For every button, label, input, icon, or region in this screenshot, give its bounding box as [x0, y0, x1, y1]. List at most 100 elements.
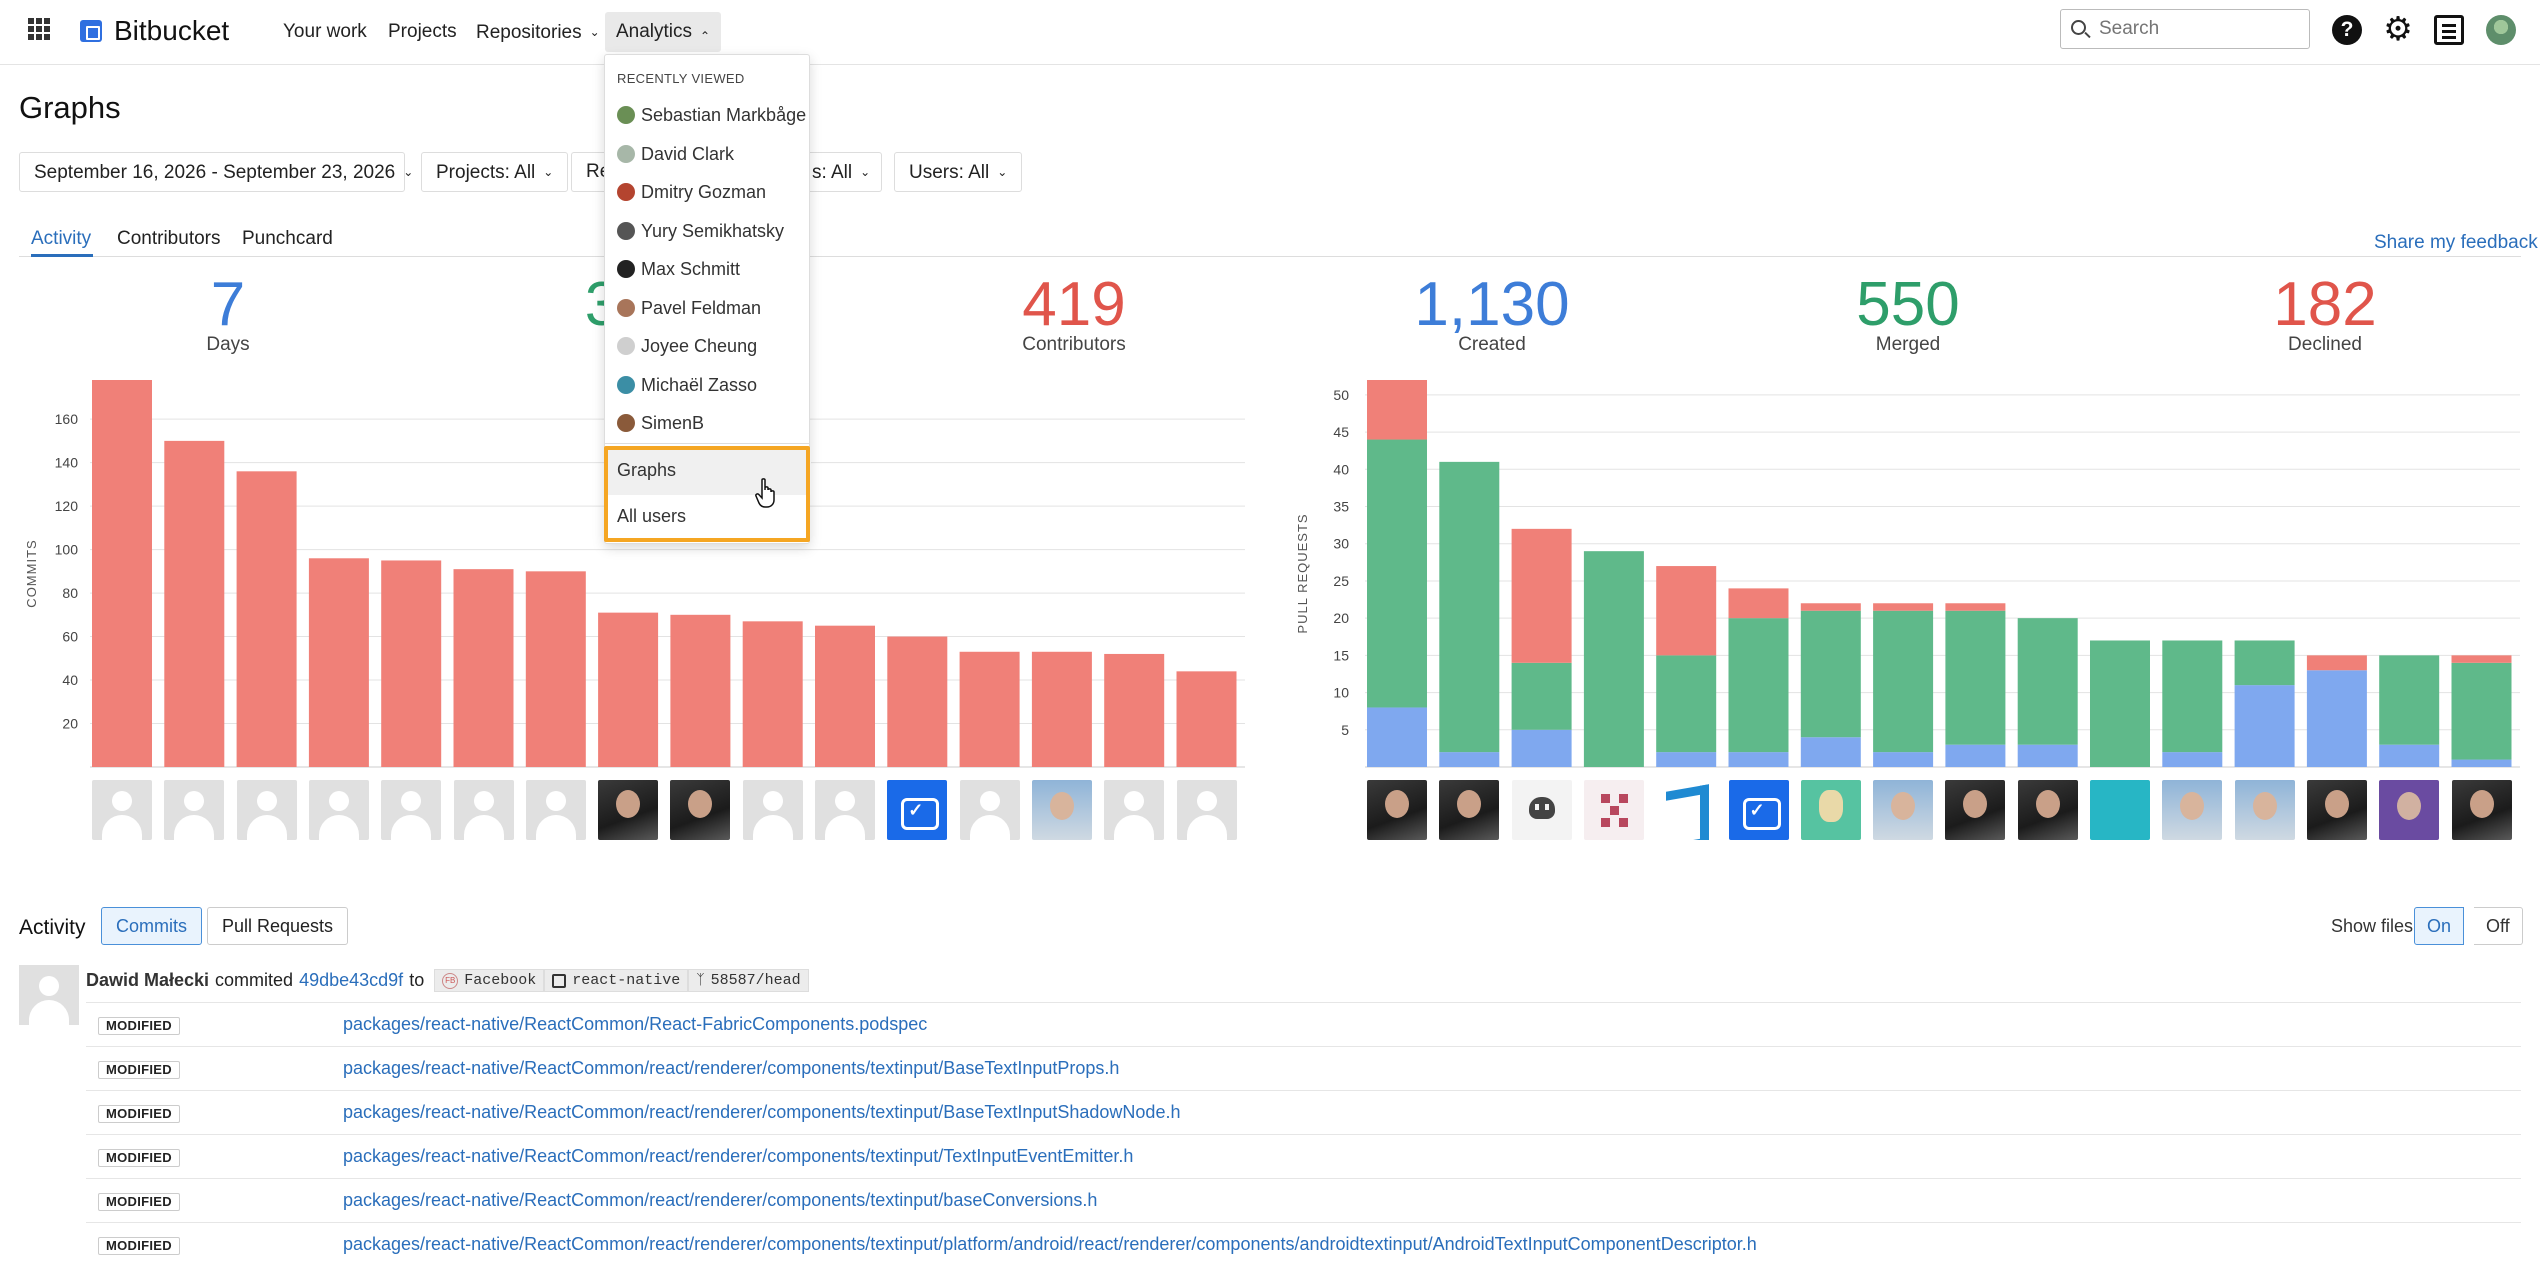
pr-bar-merged[interactable]: [1728, 618, 1789, 753]
contributor-avatar[interactable]: [815, 780, 875, 840]
contributor-avatar[interactable]: [1873, 780, 1934, 840]
contributor-avatar[interactable]: [525, 780, 586, 840]
pr-bar-declined[interactable]: [1800, 603, 1861, 611]
pr-bar-open[interactable]: [1367, 707, 1427, 767]
pr-bar-merged[interactable]: [2090, 640, 2150, 767]
nav-analytics[interactable]: Analytics ⌃: [605, 12, 722, 52]
commits-button[interactable]: Commits: [101, 907, 202, 945]
file-path-link[interactable]: packages/react-native/ReactCommon/react/…: [343, 1146, 1134, 1166]
commit-bar[interactable]: [887, 636, 948, 767]
file-path-link[interactable]: packages/react-native/ReactCommon/react/…: [343, 1058, 1120, 1078]
share-feedback-link[interactable]: Share my feedback: [2374, 232, 2538, 253]
pr-bar-open[interactable]: [2379, 744, 2440, 767]
commit-bar[interactable]: [1104, 653, 1165, 767]
contributor-avatar[interactable]: [959, 780, 1020, 840]
commit-bar[interactable]: [670, 614, 731, 767]
recent-user-item[interactable]: Sebastian Markbåge: [617, 100, 806, 130]
pr-bar-merged[interactable]: [1367, 439, 1427, 708]
pr-bar-declined[interactable]: [1945, 603, 2006, 611]
pr-bar-merged[interactable]: [2162, 640, 2223, 753]
search-input[interactable]: [2097, 16, 2302, 42]
recent-user-item[interactable]: SimenB: [617, 408, 704, 438]
contributor-avatar[interactable]: [2451, 780, 2512, 840]
commit-author[interactable]: Dawid Małecki: [86, 970, 210, 990]
bitbucket-logo[interactable]: Bitbucket: [80, 15, 229, 47]
pr-bar-merged[interactable]: [1800, 610, 1861, 738]
contributor-avatar[interactable]: [236, 780, 297, 840]
contributor-avatar[interactable]: [2162, 780, 2223, 840]
commit-hash-link[interactable]: 49dbe43cd9f: [299, 970, 404, 990]
pr-bar-open[interactable]: [1728, 752, 1789, 767]
pr-bar-merged[interactable]: [1511, 662, 1572, 730]
pr-bar-open[interactable]: [1511, 729, 1572, 767]
contributor-avatar[interactable]: [887, 780, 948, 840]
commit-bar[interactable]: [742, 621, 803, 767]
contributor-avatar[interactable]: [1511, 780, 1572, 840]
contributor-avatar[interactable]: [2379, 780, 2440, 840]
pr-bar-merged[interactable]: [2379, 655, 2440, 745]
contributor-avatar[interactable]: [2090, 780, 2150, 840]
pr-bar-open[interactable]: [1873, 752, 1934, 767]
file-path-link[interactable]: packages/react-native/ReactCommon/React-…: [343, 1014, 928, 1034]
contributor-avatar[interactable]: [1583, 780, 1644, 840]
commit-bar[interactable]: [381, 560, 442, 767]
branch-chip[interactable]: ᛉ 58587/head: [688, 969, 809, 992]
pr-bar-declined[interactable]: [1728, 588, 1789, 619]
help-icon[interactable]: ?: [2332, 15, 2362, 45]
contributor-avatar[interactable]: [598, 780, 659, 840]
tab-punchcard[interactable]: Punchcard: [242, 228, 333, 249]
file-path-link[interactable]: packages/react-native/ReactCommon/react/…: [343, 1234, 1757, 1254]
pr-bar-declined[interactable]: [2306, 655, 2367, 671]
pr-bar-merged[interactable]: [2017, 618, 2078, 745]
commit-bar[interactable]: [308, 558, 369, 767]
commit-bar[interactable]: [236, 471, 297, 767]
contributor-avatar[interactable]: [453, 780, 514, 840]
pr-bar-open[interactable]: [2017, 744, 2078, 767]
pr-bar-declined[interactable]: [1511, 528, 1572, 663]
user-avatar[interactable]: [2486, 15, 2516, 45]
nav-your-work[interactable]: Your work: [272, 12, 378, 52]
commit-bar[interactable]: [525, 571, 586, 767]
commit-bar[interactable]: [815, 625, 875, 767]
contributor-avatar[interactable]: [670, 780, 731, 840]
contributor-avatar[interactable]: [2017, 780, 2078, 840]
pr-bar-open[interactable]: [2234, 685, 2295, 767]
contributor-avatar[interactable]: [1176, 780, 1237, 840]
pr-bar-merged[interactable]: [1439, 461, 1500, 753]
contributor-avatar[interactable]: [1728, 780, 1789, 840]
users-filter[interactable]: Users: All ⌄: [894, 152, 1023, 192]
contributor-avatar[interactable]: [1800, 780, 1861, 840]
contributor-avatar[interactable]: [1367, 780, 1427, 840]
recent-user-item[interactable]: Dmitry Gozman: [617, 177, 766, 207]
pr-bar-merged[interactable]: [1656, 655, 1717, 753]
contributor-avatar[interactable]: [742, 780, 803, 840]
recent-user-item[interactable]: David Clark: [617, 139, 734, 169]
pr-bar-merged[interactable]: [1583, 551, 1644, 767]
contributor-avatar[interactable]: [2306, 780, 2367, 840]
search-box[interactable]: [2060, 9, 2310, 49]
pr-bar-open[interactable]: [2162, 752, 2223, 767]
contributor-avatar[interactable]: [1945, 780, 2006, 840]
pr-bar-declined[interactable]: [2451, 655, 2512, 663]
pr-bar-open[interactable]: [1656, 752, 1717, 767]
contributor-avatar[interactable]: [381, 780, 442, 840]
pr-bar-merged[interactable]: [1945, 610, 2006, 745]
nav-repositories[interactable]: Repositories ⌄: [465, 12, 611, 52]
pr-bar-declined[interactable]: [1656, 566, 1717, 656]
show-files-on-toggle[interactable]: On: [2414, 907, 2465, 945]
gear-icon[interactable]: ⚙: [2383, 10, 2413, 47]
pr-bar-merged[interactable]: [1873, 610, 1934, 753]
commit-bar[interactable]: [164, 440, 225, 767]
commit-bar[interactable]: [1176, 671, 1237, 767]
contributor-avatar[interactable]: [1104, 780, 1165, 840]
recent-user-item[interactable]: Michaël Zasso: [617, 370, 757, 400]
menu-item-all-users[interactable]: All users: [617, 506, 687, 526]
commit-author-avatar[interactable]: [19, 965, 79, 1025]
recent-user-item[interactable]: Pavel Feldman: [617, 293, 761, 323]
project-chip[interactable]: FB Facebook: [434, 969, 545, 992]
pr-bar-declined[interactable]: [1873, 603, 1934, 611]
pull-requests-button[interactable]: Pull Requests: [207, 907, 349, 945]
recent-user-item[interactable]: Max Schmitt: [617, 254, 740, 284]
show-files-off-toggle[interactable]: Off: [2474, 907, 2523, 945]
contributor-avatar[interactable]: [2234, 780, 2295, 840]
